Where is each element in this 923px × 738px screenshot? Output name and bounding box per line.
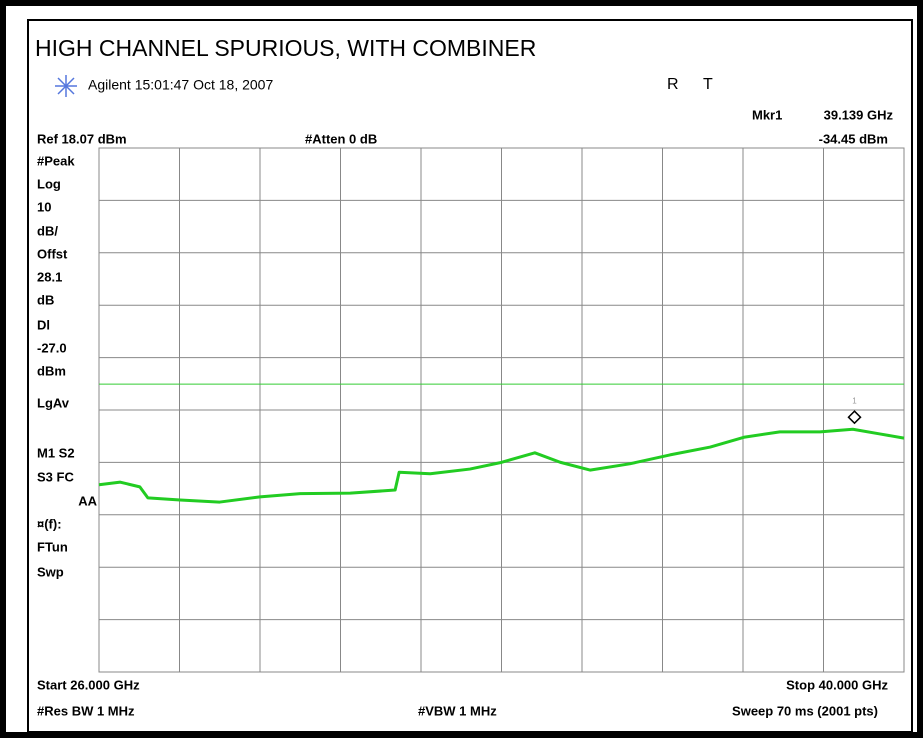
side-label: Log: [37, 176, 61, 191]
side-label: dB: [37, 292, 54, 307]
status-r: R: [667, 76, 679, 93]
agilent-logo: [55, 75, 77, 97]
side-label: 10: [37, 199, 51, 214]
side-label: S3 FC: [37, 469, 74, 484]
side-label: Dl: [37, 317, 50, 332]
side-label: -27.0: [37, 340, 67, 355]
side-label: Offst: [37, 246, 68, 261]
inner-frame: [27, 19, 913, 733]
side-label: M1 S2: [37, 445, 75, 460]
chart-title: HIGH CHANNEL SPURIOUS, WITH COMBINER: [35, 35, 536, 61]
plot-area: 1: [98, 147, 905, 673]
sweep: Sweep 70 ms (2001 pts): [732, 703, 878, 718]
side-label: dBm: [37, 363, 66, 378]
stop-freq: Stop 40.000 GHz: [786, 677, 888, 692]
ref-level: Ref 18.07 dBm: [37, 131, 127, 146]
start-freq: Start 26.000 GHz: [37, 677, 140, 692]
attenuation: #Atten 0 dB: [305, 131, 377, 146]
side-label: dB/: [37, 223, 58, 238]
side-label: Swp: [37, 564, 64, 579]
marker: [847, 410, 862, 425]
trace: [98, 427, 905, 504]
marker-x: 39.139 GHz: [824, 107, 894, 122]
side-label: AA: [78, 493, 97, 508]
marker-label: 1: [852, 396, 857, 405]
instrument-info: Agilent 15:01:47 Oct 18, 2007: [88, 77, 273, 93]
side-label: FTun: [37, 539, 68, 554]
marker-name: Mkr1: [752, 107, 782, 122]
vbw: #VBW 1 MHz: [418, 703, 497, 718]
side-label: LgAv: [37, 395, 70, 410]
rbw: #Res BW 1 MHz: [37, 703, 135, 718]
side-label: ¤(f):: [37, 516, 62, 531]
marker-y: -34.45 dBm: [819, 131, 888, 146]
status-t: T: [703, 76, 713, 93]
side-label: 28.1: [37, 269, 62, 284]
side-label: #Peak: [37, 153, 75, 168]
